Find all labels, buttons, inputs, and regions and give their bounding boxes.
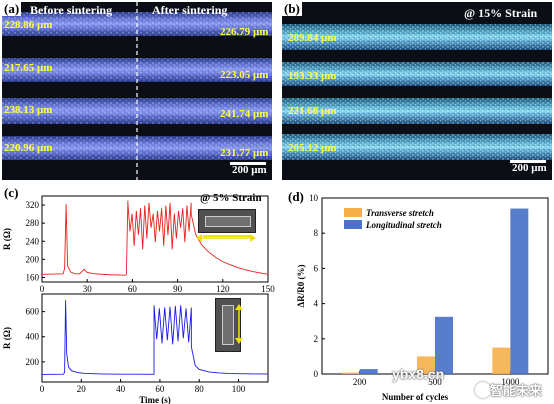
x-tick-label-c-bottom: 20 [77, 384, 87, 394]
panel-c-strain-annotation: @ 5% Strain [200, 192, 262, 204]
y-tick-label-c-top: 240 [26, 236, 40, 246]
y-tick-label-d: 0 [314, 369, 319, 379]
x-tick-label-c-bottom: 0 [40, 384, 45, 394]
y-tick-label-c-top: 160 [26, 272, 40, 282]
strain-width-2: 193.33 μm [288, 70, 337, 82]
y-tick-label-c-bottom: 400 [26, 332, 40, 342]
y-tick-label-c-top: 280 [26, 218, 40, 228]
before-width-1: 228.86 μm [4, 19, 53, 31]
double-arrow-horizontal-icon [196, 234, 256, 242]
panel-c-charts: 0 30 60 90 120 150 160 200 240 280 320 R (Ω) 0 20 40 60… [2, 195, 275, 404]
after-width-1: 226.79 μm [220, 26, 269, 38]
x-tick-label-d: 200 [353, 377, 367, 387]
y-axis-label-c-top: R (Ω) [2, 228, 12, 250]
panel-b-label: (b) [282, 2, 302, 16]
panel-a-stripes [2, 2, 272, 180]
bar-transverse-1000 [492, 347, 511, 374]
x-tick-label-c-bottom: 40 [116, 384, 126, 394]
double-arrow-vertical-icon [235, 304, 243, 344]
watermark-site: ybx8.cn [392, 366, 445, 382]
before-sintering-title: Before sintering [30, 3, 113, 17]
bar-transverse-500 [417, 356, 435, 374]
before-width-2: 217.65 μm [4, 62, 53, 74]
y-axis-label-c-bottom: R (Ω) [2, 327, 12, 349]
panel-b-scale-label: 200 μm [512, 162, 547, 174]
plot-frame-c-bottom [41, 293, 269, 383]
x-tick-label-c-bottom: 60 [155, 384, 165, 394]
legend-label-0: Transverse stretch [366, 208, 434, 218]
plot-frame-c-top [41, 195, 269, 283]
panel-c-label: (c) [2, 186, 21, 200]
y-tick-label-d: 10 [309, 193, 319, 203]
strain-width-4: 205.12 μm [288, 142, 337, 154]
after-width-4: 231.77 μm [220, 147, 269, 159]
y-tick-label-c-bottom: 200 [26, 357, 40, 367]
watermark-logo-icon [475, 382, 491, 398]
strain-width-1: 209.84 μm [288, 32, 337, 44]
y-tick-label-c-bottom: 600 [26, 307, 40, 317]
x-axis-label-d: Number of cycles [382, 392, 449, 402]
panel-b-stripes [282, 24, 552, 160]
y-tick-label-d: 4 [314, 299, 319, 309]
watermark-brand: 智能未来 [490, 383, 543, 398]
panel-a-label: (a) [2, 2, 22, 16]
x-tick-label-c-top: 60 [128, 284, 138, 294]
series-line-c-bottom [41, 300, 268, 375]
panel-c: (c) 0 30 60 90 120 150 160 200 240 280 320 R (Ω) 0 20… [0, 186, 278, 404]
x-tick-label-c-top: 120 [216, 284, 230, 294]
horizontal-arrow-icon [203, 235, 251, 237]
panel-a-scale-label: 200 μm [232, 164, 267, 176]
panel-a-scale-bar [230, 162, 266, 165]
panel-b-micrograph: (b) @ 15% Strain 209.84 μm 193.33 μm 221… [282, 2, 552, 180]
x-tick-label-c-bottom: 80 [195, 384, 205, 394]
sensor-inset-bottom [215, 298, 241, 352]
bar-transverse-200 [341, 372, 360, 374]
legend-swatch-1 [344, 220, 362, 229]
bar-longitudinal-1000 [510, 208, 529, 374]
x-tick-label-c-top: 0 [40, 284, 45, 294]
after-width-3: 241.74 μm [220, 108, 269, 120]
legend-swatch-0 [344, 208, 362, 217]
x-tick-label-c-top: 150 [261, 284, 275, 294]
x-axis-label-c-bottom: Time (s) [139, 395, 171, 404]
y-tick-label-d: 8 [314, 228, 319, 238]
legend-label-1: Longitudinal stretch [365, 220, 442, 230]
y-tick-label-c-top: 320 [26, 200, 40, 210]
x-tick-label-c-top: 30 [83, 284, 93, 294]
x-tick-label-d: 1000 [501, 377, 520, 387]
sensor-inset-top [198, 209, 256, 237]
x-tick-label-c-top: 90 [173, 284, 183, 294]
panel-a-micrograph: (a) Before sintering After sintering 228… [2, 2, 272, 180]
bar-longitudinal-200 [359, 369, 378, 374]
bar-longitudinal-500 [435, 316, 453, 374]
y-tick-label-d: 2 [314, 334, 319, 344]
strain-width-3: 221.68 μm [288, 105, 337, 117]
after-width-2: 223.05 μm [220, 69, 269, 81]
y-axis-label-d: ΔR/R0 (%) [296, 265, 306, 308]
panel-b-strain-title: @ 15% Strain [464, 6, 538, 20]
y-tick-label-d: 6 [314, 263, 319, 273]
panel-d-chart: 0 2 4 6 8 10 ΔR/R0 (%) Number of cycles 200 500 10… [296, 193, 549, 402]
x-tick-label-d: 500 [428, 377, 442, 387]
x-tick-label-c-bottom: 100 [232, 384, 246, 394]
before-width-3: 238.13 μm [4, 104, 53, 116]
before-width-4: 220.96 μm [4, 142, 53, 154]
after-sintering-title: After sintering [152, 3, 228, 17]
panel-d-label: (d) [286, 189, 306, 204]
panel-b-scale-bar [510, 160, 546, 163]
panel-d: (d) 0 2 4 6 8 10 ΔR/R0 (%) Number of cycles 200 5… [282, 186, 554, 404]
y-tick-label-c-top: 200 [26, 254, 40, 264]
